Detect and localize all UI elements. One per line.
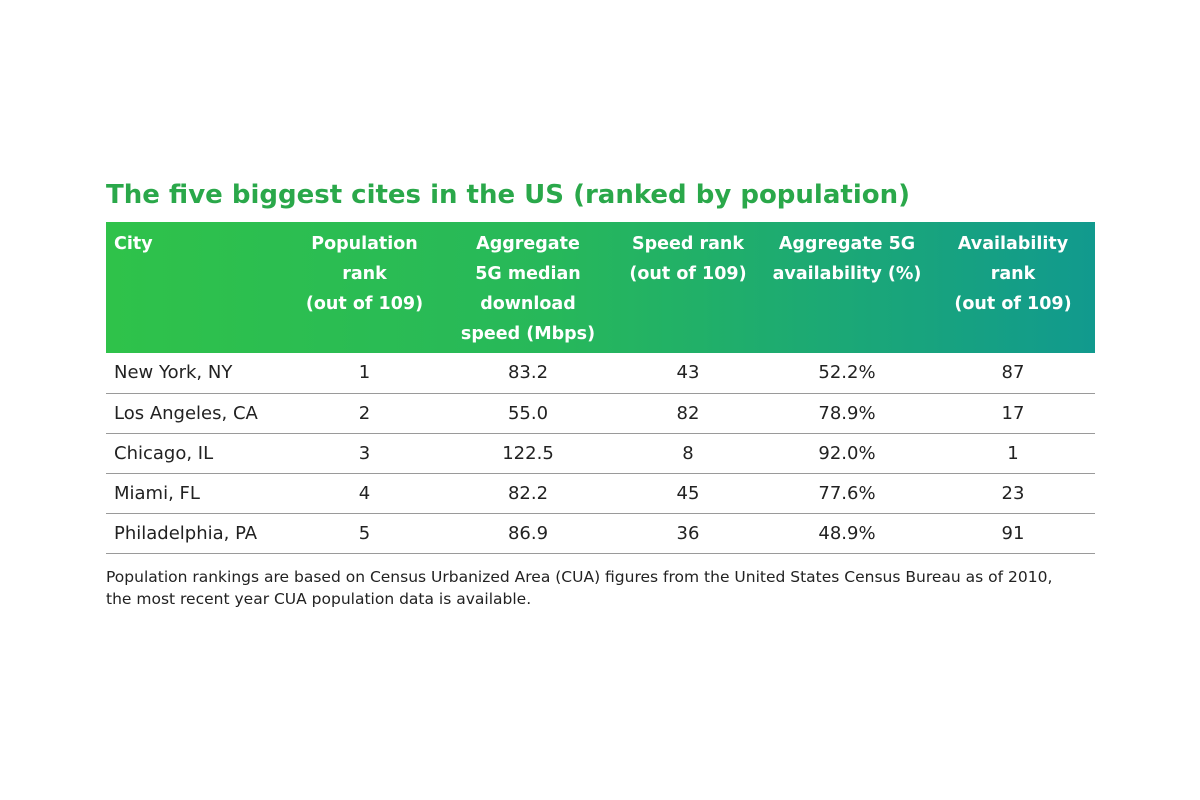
data-table: City Population rank (out of 109) Aggregate 5…	[106, 222, 1095, 554]
cell-population-rank: 4	[286, 473, 443, 514]
column-header-line: (out of 109)	[954, 294, 1072, 314]
column-header-download-speed: Aggregate 5G median download speed (Mbps)	[443, 222, 613, 353]
cell-availability: 78.9%	[763, 393, 931, 434]
cell-city: Los Angeles, CA	[106, 393, 286, 434]
column-header-speed-rank: Speed rank (out of 109)	[613, 222, 763, 353]
cell-speed-rank: 43	[613, 353, 763, 394]
cell-speed-rank: 82	[613, 393, 763, 434]
cell-population-rank: 1	[286, 353, 443, 394]
column-header-line: Speed rank	[631, 234, 745, 254]
cell-speed-rank: 45	[613, 473, 763, 514]
table-row: Philadelphia, PA 5 86.9 36 48.9% 91	[106, 513, 1095, 554]
cell-population-rank: 2	[286, 393, 443, 434]
footnote-line: the most recent year CUA population data…	[106, 589, 532, 608]
cell-availability-rank: 91	[931, 513, 1095, 554]
column-header-population-rank: Population rank (out of 109)	[286, 222, 443, 353]
column-header-line: City	[114, 234, 153, 254]
column-header-city: City	[106, 222, 286, 353]
table-row: New York, NY 1 83.2 43 52.2% 87	[106, 353, 1095, 394]
cell-download-speed: 82.2	[443, 473, 613, 514]
column-header-line: rank	[990, 264, 1036, 284]
column-header-availability: Aggregate 5G availability (%)	[763, 222, 931, 353]
table-figure: The five biggest cites in the US (ranked…	[106, 180, 1095, 610]
cell-population-rank: 5	[286, 513, 443, 554]
cell-city: Philadelphia, PA	[106, 513, 286, 554]
column-header-line: Availability	[957, 234, 1069, 254]
cell-population-rank: 3	[286, 433, 443, 474]
column-header-availability-rank: Availability rank (out of 109)	[931, 222, 1095, 353]
column-header-line: (out of 109)	[305, 294, 424, 314]
cell-speed-rank: 8	[613, 433, 763, 474]
cell-city: Miami, FL	[106, 473, 286, 514]
column-header-line: 5G median	[475, 264, 581, 284]
table-body: New York, NY 1 83.2 43 52.2% 87 Los Angeles, C…	[106, 353, 1095, 554]
cell-city: New York, NY	[106, 353, 286, 394]
cell-download-speed: 55.0	[443, 393, 613, 434]
cell-availability: 48.9%	[763, 513, 931, 554]
cell-availability-rank: 1	[931, 433, 1095, 474]
cell-availability: 52.2%	[763, 353, 931, 394]
cell-city: Chicago, IL	[106, 433, 286, 474]
footnote: Population rankings are based on Census …	[106, 566, 1106, 610]
table-row: Chicago, IL 3 122.5 8 92.0% 1	[106, 433, 1095, 474]
column-header-line: (out of 109)	[629, 264, 747, 284]
cell-availability-rank: 23	[931, 473, 1095, 514]
table-title: The five biggest cites in the US (ranked…	[106, 180, 910, 210]
column-header-line: rank	[342, 264, 387, 284]
table-row: Los Angeles, CA 2 55.0 82 78.9% 17	[106, 393, 1095, 434]
cell-download-speed: 86.9	[443, 513, 613, 554]
cell-availability: 77.6%	[763, 473, 931, 514]
cell-availability-rank: 17	[931, 393, 1095, 434]
column-header-line: speed (Mbps)	[460, 324, 596, 344]
cell-download-speed: 83.2	[443, 353, 613, 394]
cell-download-speed: 122.5	[443, 433, 613, 474]
table-row: Miami, FL 4 82.2 45 77.6% 23	[106, 473, 1095, 514]
cell-speed-rank: 36	[613, 513, 763, 554]
header-row: City Population rank (out of 109) Aggregate 5…	[106, 222, 1095, 353]
cell-availability: 92.0%	[763, 433, 931, 474]
column-header-line: availability (%)	[772, 264, 922, 284]
footnote-line: Population rankings are based on Census …	[106, 567, 1053, 586]
column-header-line: Population	[311, 234, 418, 254]
column-header-line: Aggregate 5G	[778, 234, 916, 254]
column-header-line: Aggregate	[476, 234, 580, 254]
column-header-line: download	[480, 294, 576, 314]
cell-availability-rank: 87	[931, 353, 1095, 394]
